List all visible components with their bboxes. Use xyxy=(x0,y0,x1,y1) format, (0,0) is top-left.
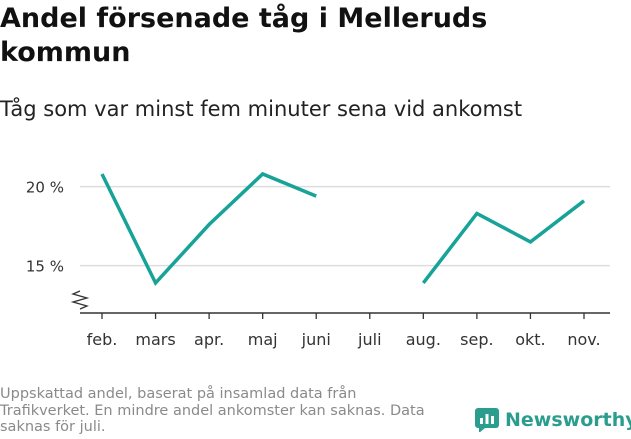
series-line xyxy=(421,199,586,285)
series-line xyxy=(100,171,317,287)
x-tick-label: okt. xyxy=(515,330,545,349)
chart-subtitle: Tåg som var minst fem minuter sena vid a… xyxy=(0,97,523,121)
x-tick-label: apr. xyxy=(194,330,224,349)
brand-name: Newsworthy xyxy=(505,409,631,431)
y-tick-label: 15 % xyxy=(26,258,64,276)
x-tick-label: juni xyxy=(301,330,331,349)
axis-break-icon xyxy=(70,290,90,310)
x-tick-label: mars xyxy=(135,330,175,349)
x-tick-label: feb. xyxy=(87,330,118,349)
x-tick-label: juli xyxy=(357,330,381,349)
newsworthy-logo-icon xyxy=(475,408,499,432)
newsworthy-logo: Newsworthy xyxy=(475,408,631,432)
x-tick-label: aug. xyxy=(406,330,441,349)
chart-title: Andel försenade tåg i Melleruds kommun xyxy=(0,3,488,68)
y-tick-label: 20 % xyxy=(26,179,64,197)
line-chart: 15 % 20 % feb. mars apr. maj juni juli aug. sep. o… xyxy=(26,171,610,349)
x-tick-label: sep. xyxy=(460,330,493,349)
footnote: Uppskattad andel, baserat på insamlad da… xyxy=(0,386,425,435)
x-tick-label: nov. xyxy=(567,330,600,349)
x-tick-label: maj xyxy=(248,330,278,349)
